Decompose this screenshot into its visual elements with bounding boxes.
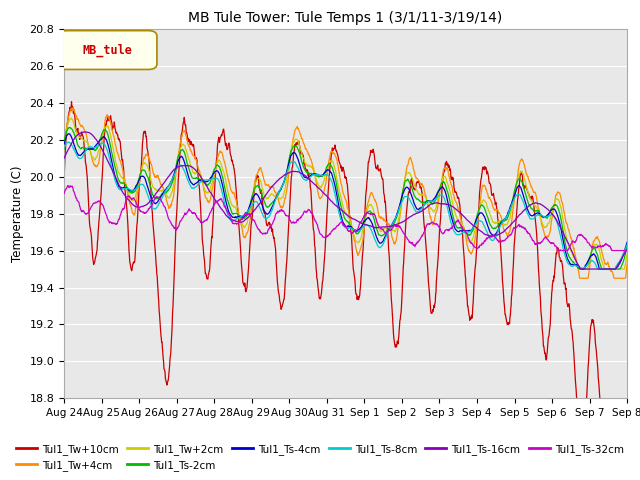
Tul1_Ts-4cm (578, 266, 586, 272)
Tul1_Ts-2cm (381, 231, 388, 237)
Tul1_Ts-16cm (60, 155, 68, 161)
Tul1_Ts-4cm (300, 173, 307, 179)
Tul1_Ts-8cm (321, 172, 329, 178)
Tul1_Ts-4cm (311, 171, 319, 177)
Tul1_Ts-2cm (104, 132, 112, 138)
Tul1_Tw+2cm (623, 251, 631, 256)
Tul1_Ts-2cm (623, 243, 631, 249)
Tul1_Tw+10cm (300, 153, 307, 159)
Tul1_Ts-4cm (65, 131, 72, 137)
Tul1_Ts-8cm (65, 139, 72, 145)
Tul1_Ts-4cm (127, 188, 134, 193)
Tul1_Ts-2cm (321, 169, 329, 175)
Tul1_Tw+10cm (381, 199, 388, 205)
Tul1_Ts-2cm (127, 190, 134, 196)
Tul1_Tw+4cm (300, 140, 307, 145)
Tul1_Ts-8cm (300, 176, 307, 181)
Tul1_Ts-2cm (311, 171, 319, 177)
Tul1_Ts-32cm (623, 248, 631, 253)
Legend: Tul1_Tw+10cm, Tul1_Tw+4cm, Tul1_Tw+2cm, Tul1_Ts-2cm, Tul1_Ts-4cm, Tul1_Ts-8cm, T: Tul1_Tw+10cm, Tul1_Tw+4cm, Tul1_Tw+2cm, … (12, 439, 628, 475)
Tul1_Ts-16cm (300, 171, 307, 177)
Tul1_Tw+2cm (104, 123, 112, 129)
Tul1_Tw+4cm (311, 172, 319, 178)
Tul1_Tw+4cm (381, 218, 388, 224)
Tul1_Tw+4cm (576, 276, 584, 281)
Y-axis label: Temperature (C): Temperature (C) (11, 165, 24, 262)
Tul1_Tw+10cm (68, 99, 76, 105)
Tul1_Tw+2cm (575, 266, 582, 272)
Tul1_Ts-2cm (60, 139, 68, 144)
Tul1_Ts-4cm (104, 142, 112, 148)
Tul1_Tw+4cm (127, 203, 134, 209)
Tul1_Ts-8cm (127, 187, 134, 193)
Tul1_Ts-4cm (321, 169, 329, 175)
Tul1_Tw+10cm (104, 113, 112, 119)
Tul1_Ts-16cm (623, 246, 631, 252)
Tul1_Ts-2cm (576, 266, 584, 272)
Tul1_Tw+10cm (321, 246, 329, 252)
Tul1_Ts-32cm (60, 191, 68, 196)
Tul1_Ts-8cm (60, 146, 68, 152)
Tul1_Tw+2cm (381, 225, 388, 231)
Tul1_Ts-2cm (65, 125, 73, 131)
Line: Tul1_Ts-4cm: Tul1_Ts-4cm (64, 134, 627, 269)
Tul1_Tw+10cm (573, 399, 580, 405)
Line: Tul1_Ts-2cm: Tul1_Ts-2cm (64, 128, 627, 269)
Tul1_Ts-32cm (104, 217, 112, 223)
Tul1_Ts-32cm (127, 195, 134, 201)
Tul1_Tw+2cm (311, 172, 319, 178)
Tul1_Tw+4cm (321, 183, 329, 189)
Line: Tul1_Ts-8cm: Tul1_Ts-8cm (64, 142, 627, 269)
Tul1_Tw+10cm (623, 399, 631, 405)
Tul1_Ts-4cm (60, 142, 68, 147)
Tul1_Ts-32cm (381, 230, 388, 236)
Tul1_Ts-16cm (127, 200, 134, 205)
Tul1_Ts-8cm (381, 237, 388, 243)
Tul1_Ts-16cm (104, 158, 112, 164)
Tul1_Ts-4cm (623, 240, 631, 245)
Tul1_Tw+4cm (104, 114, 112, 120)
Tul1_Ts-32cm (311, 217, 319, 223)
Tul1_Tw+4cm (623, 260, 631, 266)
Tul1_Tw+2cm (321, 173, 329, 179)
Tul1_Ts-8cm (311, 172, 319, 178)
Tul1_Tw+10cm (60, 175, 68, 181)
Text: MB_tule: MB_tule (83, 44, 132, 57)
Tul1_Tw+10cm (127, 265, 134, 271)
Tul1_Tw+2cm (60, 143, 68, 149)
Line: Tul1_Tw+2cm: Tul1_Tw+2cm (64, 118, 627, 269)
Tul1_Ts-16cm (577, 266, 584, 272)
Tul1_Ts-16cm (311, 182, 319, 188)
Tul1_Tw+2cm (300, 155, 307, 161)
Line: Tul1_Ts-32cm: Tul1_Ts-32cm (64, 186, 627, 251)
FancyBboxPatch shape (58, 31, 157, 70)
Line: Tul1_Tw+10cm: Tul1_Tw+10cm (64, 102, 627, 402)
Tul1_Ts-32cm (64, 183, 72, 189)
Tul1_Ts-32cm (321, 235, 329, 240)
Tul1_Tw+2cm (67, 115, 75, 121)
Tul1_Tw+4cm (69, 105, 77, 111)
Title: MB Tule Tower: Tule Temps 1 (3/1/11-3/19/14): MB Tule Tower: Tule Temps 1 (3/1/11-3/19… (188, 11, 503, 25)
Tul1_Tw+4cm (60, 147, 68, 153)
Tul1_Ts-8cm (594, 266, 602, 272)
Tul1_Ts-16cm (321, 192, 329, 197)
Tul1_Ts-8cm (104, 150, 112, 156)
Tul1_Ts-32cm (556, 248, 563, 253)
Line: Tul1_Tw+4cm: Tul1_Tw+4cm (64, 108, 627, 278)
Tul1_Ts-2cm (300, 164, 307, 169)
Tul1_Ts-4cm (381, 234, 388, 240)
Tul1_Ts-8cm (623, 242, 631, 248)
Tul1_Tw+10cm (311, 244, 319, 250)
Line: Tul1_Ts-16cm: Tul1_Ts-16cm (64, 132, 627, 269)
Tul1_Ts-16cm (381, 224, 388, 229)
Tul1_Ts-16cm (80, 129, 88, 135)
Tul1_Ts-32cm (300, 211, 307, 216)
Tul1_Tw+2cm (127, 196, 134, 202)
